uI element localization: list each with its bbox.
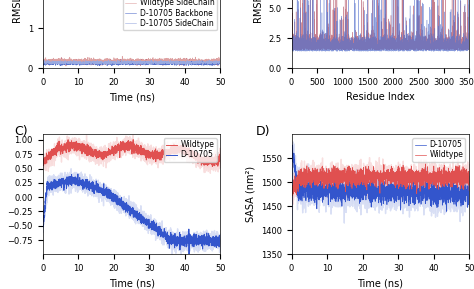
Wildtype — [290, 194, 295, 197]
D-10705 SideChain — [49, 62, 55, 65]
D-10705 — [461, 186, 467, 189]
Wildtype SideChain — [212, 60, 218, 63]
D-10705 — [466, 199, 472, 202]
Wildtype SideChain — [122, 60, 128, 64]
X-axis label: Time (ns): Time (ns) — [109, 279, 155, 289]
D-10705 Backbone — [212, 63, 218, 66]
X-axis label: Residue Index: Residue Index — [346, 92, 415, 102]
D-10705 — [75, 172, 81, 176]
Legend: Wildtype, D-10705: Wildtype, D-10705 — [164, 138, 217, 162]
Y-axis label: RMSF: RMSF — [253, 0, 263, 22]
Y-axis label: SASA (nm²): SASA (nm²) — [245, 166, 255, 222]
Wildtype Backbone — [122, 59, 128, 62]
D-10705 Backbone — [122, 60, 128, 64]
Wildtype — [210, 165, 215, 168]
D-10705 — [375, 192, 381, 196]
D-10705 — [212, 243, 218, 247]
D-10705 — [212, 238, 218, 241]
D-10705 Backbone — [180, 62, 186, 66]
Wildtype — [375, 177, 381, 181]
X-axis label: Time (ns): Time (ns) — [109, 92, 155, 102]
Wildtype SideChain — [49, 58, 55, 61]
Wildtype Backbone — [212, 60, 218, 64]
Wildtype — [423, 162, 428, 166]
D-10705 Backbone — [212, 62, 218, 65]
Line: Wildtype: Wildtype — [292, 164, 469, 196]
Wildtype — [298, 179, 303, 183]
Wildtype Backbone — [49, 61, 55, 64]
D-10705 Backbone — [218, 62, 223, 66]
Wildtype Backbone — [63, 64, 69, 68]
D-10705 — [49, 183, 55, 187]
Wildtype — [121, 144, 127, 147]
Wildtype Backbone — [212, 61, 218, 64]
Wildtype — [40, 162, 46, 165]
D-10705 SideChain — [127, 60, 132, 63]
Wildtype SideChain — [218, 59, 223, 62]
D-10705 Backbone — [128, 59, 134, 62]
Wildtype — [180, 143, 185, 146]
Line: D-10705: D-10705 — [292, 145, 469, 255]
D-10705 Backbone — [49, 60, 55, 64]
Wildtype — [218, 157, 223, 160]
Wildtype — [371, 181, 376, 184]
Wildtype — [429, 175, 435, 179]
Wildtype Backbone — [180, 60, 185, 64]
Line: Wildtype SideChain: Wildtype SideChain — [43, 0, 220, 64]
D-10705 SideChain — [212, 60, 218, 64]
Wildtype SideChain — [127, 57, 132, 60]
Wildtype — [461, 180, 467, 184]
Wildtype — [461, 173, 467, 176]
Wildtype SideChain — [42, 63, 48, 66]
D-10705 SideChain — [212, 62, 218, 65]
Wildtype SideChain — [180, 59, 185, 62]
D-10705 — [218, 236, 223, 240]
X-axis label: Time (ns): Time (ns) — [357, 279, 403, 289]
D-10705 — [186, 252, 192, 256]
D-10705 — [371, 197, 376, 200]
D-10705 — [461, 197, 467, 201]
D-10705 Backbone — [40, 62, 46, 66]
Line: Wildtype: Wildtype — [43, 140, 220, 166]
D-10705 — [289, 253, 294, 257]
D-10705 SideChain — [183, 64, 189, 67]
D-10705 SideChain — [40, 62, 46, 65]
Wildtype Backbone — [218, 61, 223, 65]
D-10705 — [180, 239, 185, 242]
D-10705 — [127, 208, 132, 212]
Wildtype — [212, 157, 218, 160]
Legend: D-10705, Wildtype: D-10705, Wildtype — [412, 138, 465, 162]
D-10705 SideChain — [180, 62, 185, 65]
Wildtype — [126, 145, 132, 148]
Wildtype — [212, 160, 218, 163]
D-10705 SideChain — [218, 59, 223, 63]
Text: C): C) — [14, 125, 28, 138]
Wildtype — [466, 173, 472, 177]
Wildtype SideChain — [212, 58, 218, 61]
Line: D-10705 SideChain: D-10705 SideChain — [43, 60, 220, 66]
Line: D-10705: D-10705 — [43, 174, 220, 254]
D-10705 SideChain — [122, 61, 128, 64]
D-10705 SideChain — [119, 58, 125, 62]
D-10705 — [298, 188, 303, 191]
Wildtype Backbone — [127, 61, 132, 65]
Wildtype — [289, 190, 294, 194]
D-10705 — [290, 143, 295, 147]
D-10705 — [122, 207, 128, 210]
Text: D): D) — [256, 125, 271, 138]
Legend: Wildtype Backbone, Wildtype SideChain, D-10705 Backbone, D-10705 SideChain: Wildtype Backbone, Wildtype SideChain, D… — [123, 0, 217, 30]
Wildtype — [49, 153, 55, 157]
Line: D-10705 Backbone: D-10705 Backbone — [43, 61, 220, 66]
D-10705 — [428, 185, 434, 188]
D-10705 Backbone — [127, 63, 132, 67]
Y-axis label: RMSL: RMSL — [12, 0, 22, 22]
Line: Wildtype Backbone: Wildtype Backbone — [43, 0, 220, 66]
D-10705 Backbone — [109, 64, 115, 68]
Wildtype — [130, 138, 136, 141]
D-10705 — [40, 225, 46, 228]
